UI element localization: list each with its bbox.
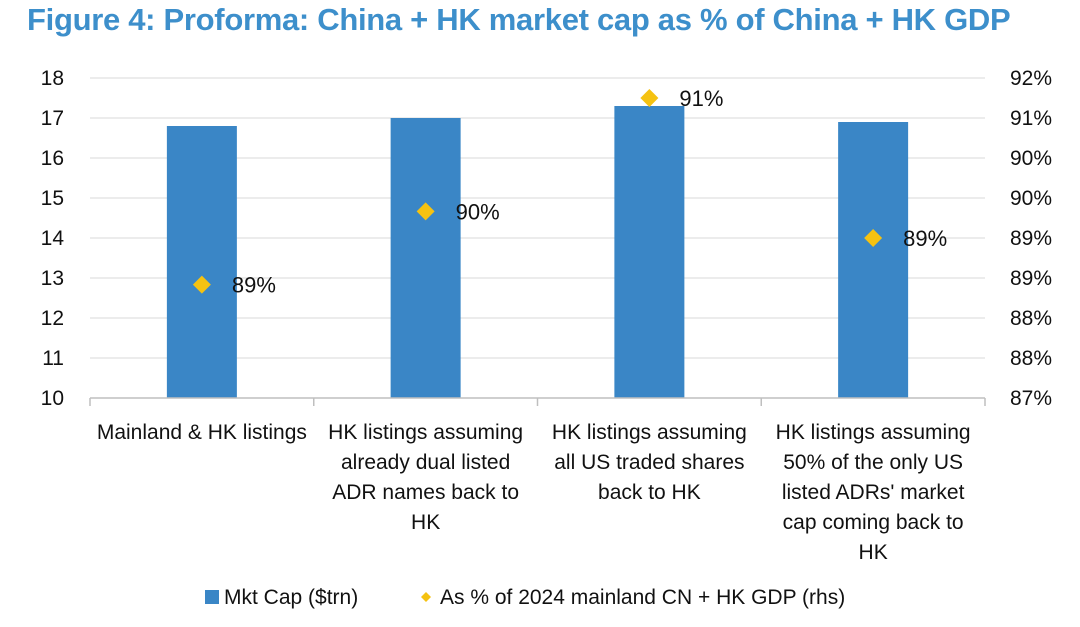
- category-label: HK listings assuming: [552, 421, 747, 444]
- right-tick-label: 88%: [1010, 307, 1052, 330]
- left-tick-label: 11: [42, 347, 64, 370]
- left-tick-label: 15: [41, 187, 64, 210]
- right-tick-label: 89%: [1010, 227, 1052, 250]
- data-label: 91%: [679, 86, 723, 111]
- category-label: 50% of the only US: [783, 451, 963, 474]
- bar: [838, 122, 909, 398]
- chart-title: Figure 4: Proforma: China + HK market ca…: [27, 2, 1011, 37]
- axes: [89, 397, 986, 406]
- right-tick-label: 87%: [1010, 387, 1052, 410]
- category-label: ADR names back to: [332, 481, 519, 504]
- category-label: Mainland & HK listings: [97, 421, 307, 444]
- data-label: 89%: [903, 226, 947, 251]
- right-tick-label: 90%: [1010, 187, 1052, 210]
- category-labels: Mainland & HK listings HK listings assumi…: [97, 421, 971, 564]
- category-label: already dual listed: [341, 451, 510, 474]
- diamond-marker: [864, 229, 883, 247]
- bar: [166, 126, 237, 398]
- bar: [614, 106, 685, 398]
- data-label: 89%: [232, 273, 276, 298]
- left-tick-label: 14: [41, 227, 65, 250]
- legend-label-diamond: As % of 2024 mainland CN + HK GDP (rhs): [440, 586, 845, 609]
- right-tick-label: 92%: [1010, 67, 1052, 90]
- data-label: 90%: [456, 199, 500, 224]
- bars: [166, 106, 909, 398]
- category-label: HK: [411, 511, 440, 534]
- gridlines: [90, 77, 985, 359]
- legend-swatch-bar: [205, 590, 219, 604]
- left-tick-label: 16: [41, 147, 64, 170]
- left-tick-label: 18: [41, 67, 64, 90]
- legend-swatch-diamond: [421, 592, 431, 602]
- diamond-marker: [416, 202, 435, 221]
- left-tick-label: 10: [41, 387, 64, 410]
- left-tick-label: 17: [41, 107, 64, 130]
- bar: [390, 118, 461, 398]
- markers: 89% 90% 91% 89%: [192, 86, 947, 298]
- left-tick-label: 13: [41, 267, 64, 290]
- category-label: listed ADRs' market: [782, 481, 965, 504]
- category-label: HK listings assuming: [776, 421, 971, 444]
- diamond-marker: [640, 89, 659, 107]
- diamond-marker: [192, 275, 211, 294]
- left-tick-label: 12: [41, 307, 64, 330]
- category-label: back to HK: [598, 481, 701, 504]
- category-label: cap coming back to: [783, 511, 964, 534]
- right-tick-label: 91%: [1010, 107, 1052, 130]
- legend-label-bar: Mkt Cap ($trn): [224, 586, 358, 609]
- legend: Mkt Cap ($trn) As % of 2024 mainland CN +…: [205, 586, 845, 609]
- category-label: all US traded shares: [554, 451, 744, 474]
- tick-labels: 10 11 12 13 14 15 16 17 18 87% 88% 88% 89% 89% 90% 90% 9…: [41, 67, 1052, 410]
- right-tick-label: 89%: [1010, 267, 1052, 290]
- right-tick-label: 88%: [1010, 347, 1052, 370]
- category-label: HK listings assuming: [328, 421, 523, 444]
- right-tick-label: 90%: [1010, 147, 1052, 170]
- category-label: HK: [859, 541, 888, 564]
